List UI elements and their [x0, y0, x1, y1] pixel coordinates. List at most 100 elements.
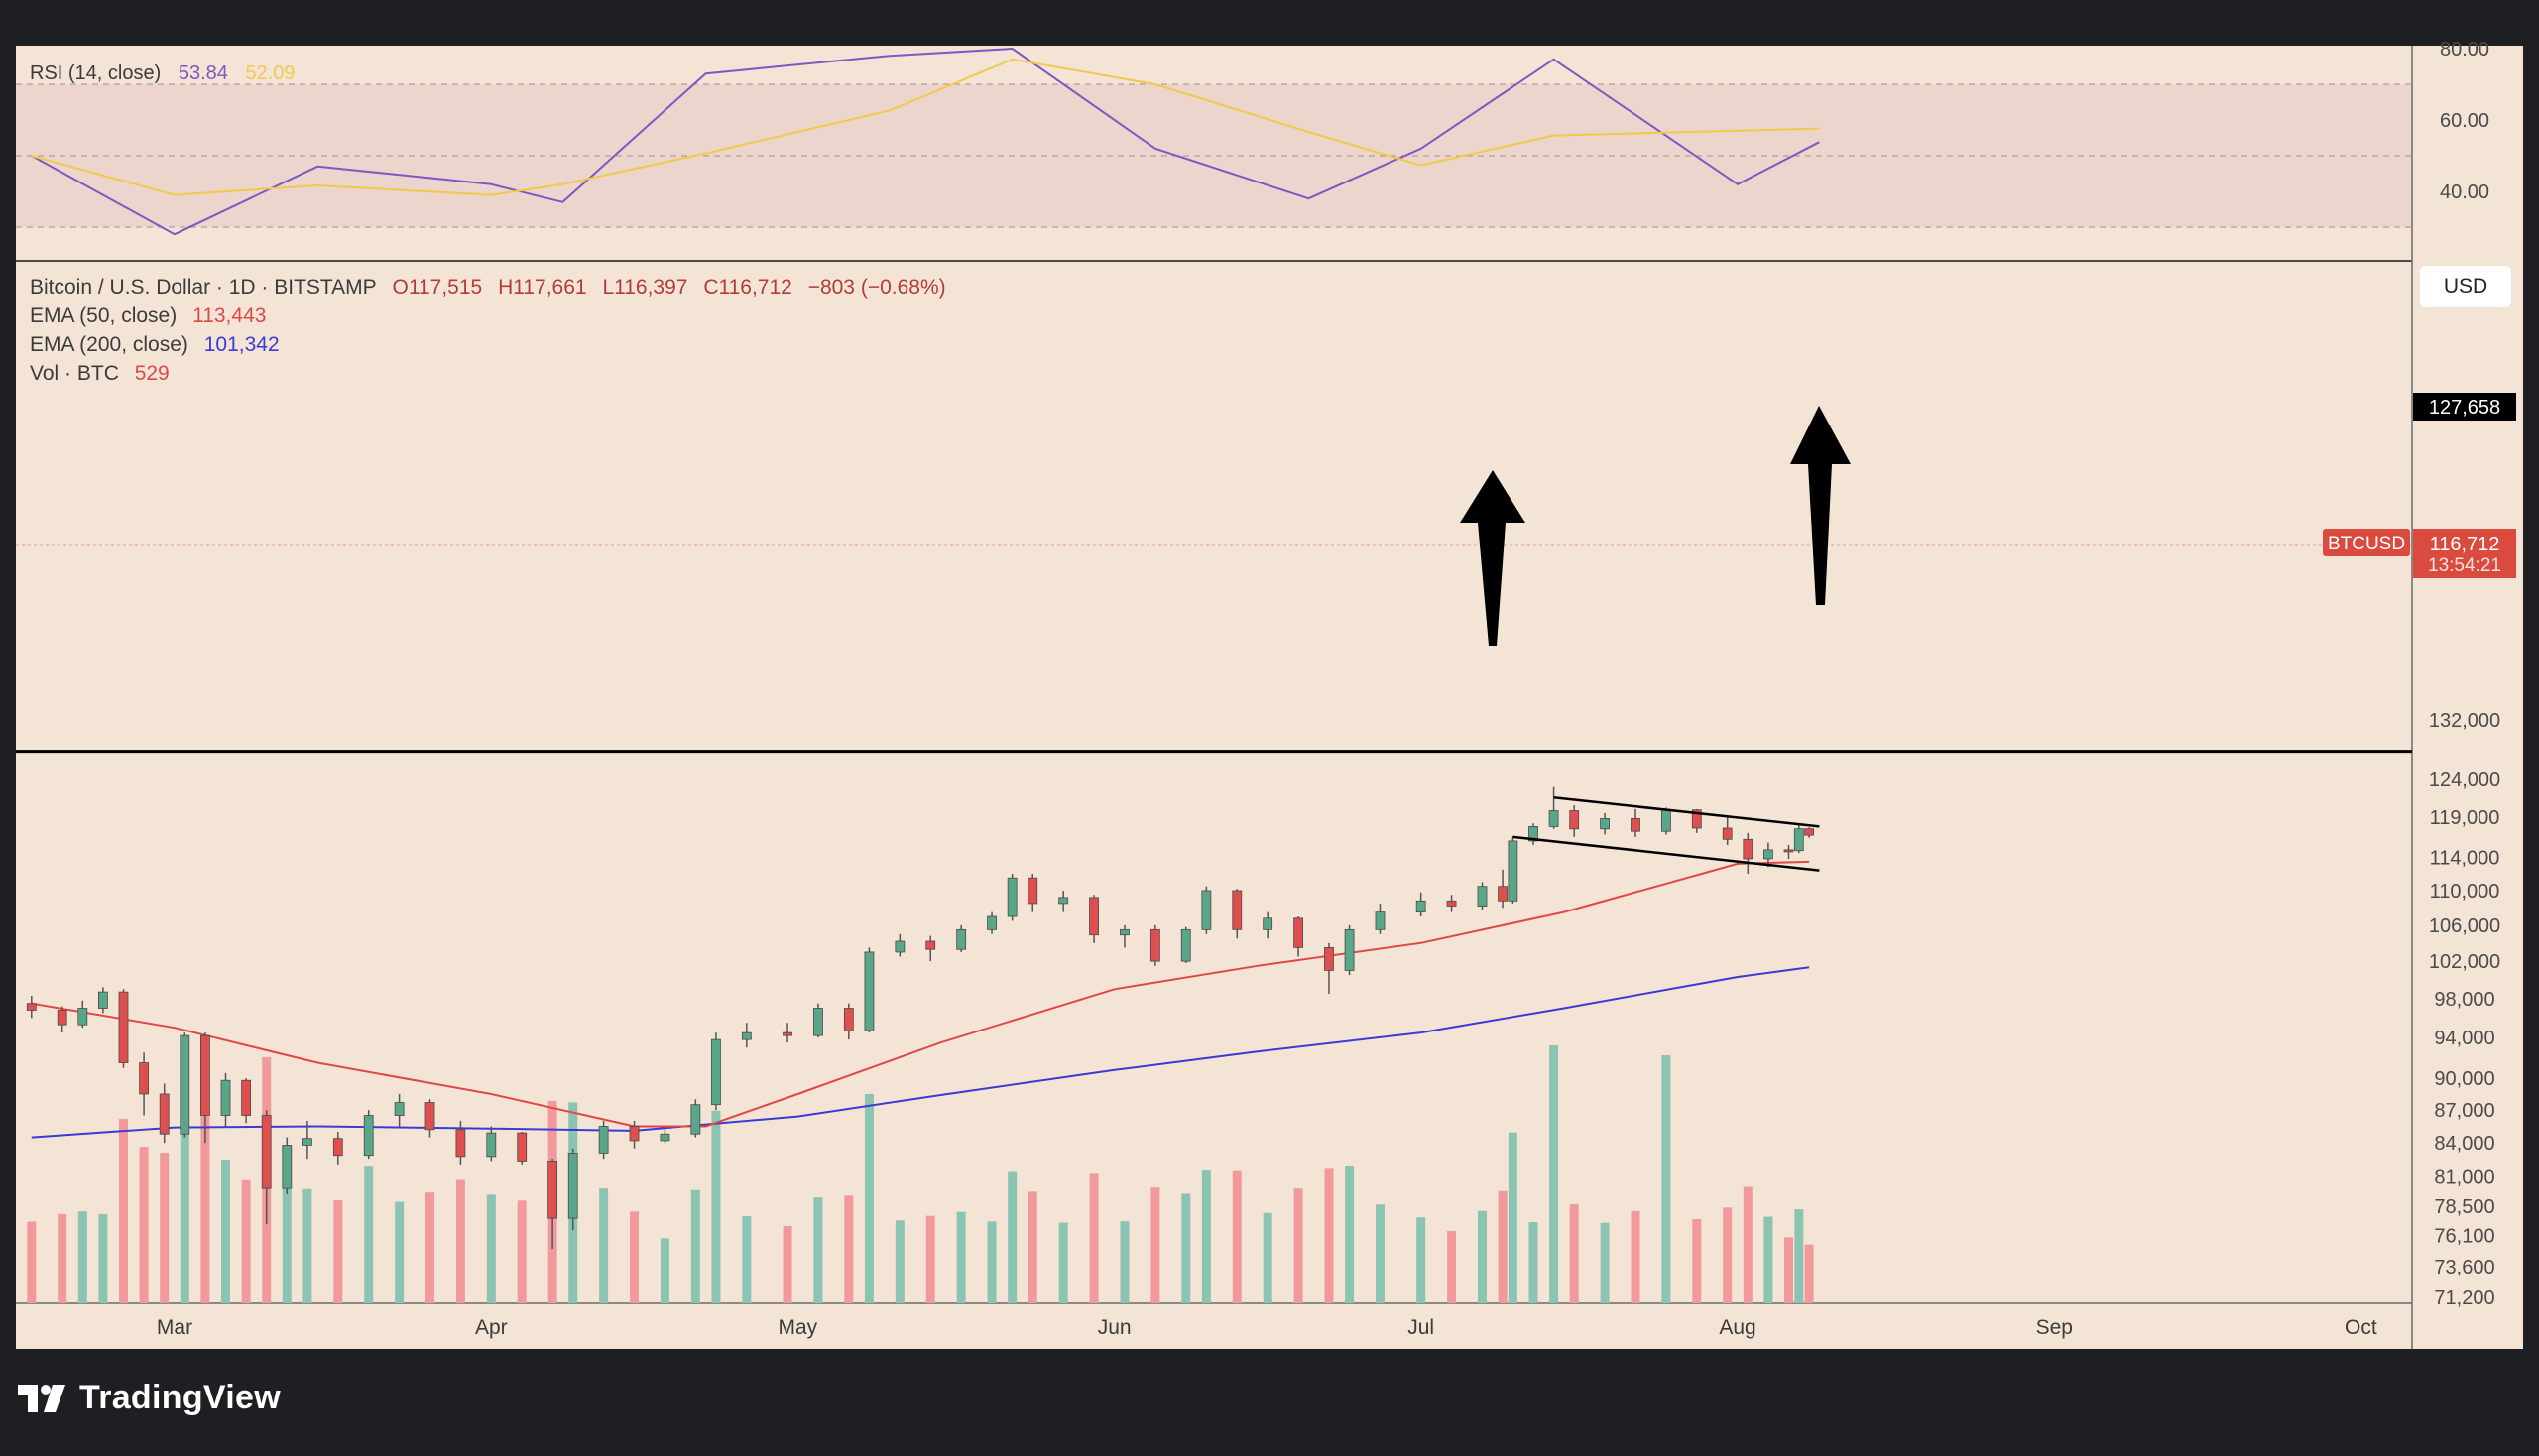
- candle-down: [261, 1115, 272, 1189]
- candle-down: [1569, 810, 1580, 830]
- volume-bar-down: [455, 1179, 465, 1303]
- volume-bar-down: [1498, 1190, 1508, 1303]
- candle-up: [282, 1145, 293, 1189]
- candle-down: [159, 1093, 170, 1135]
- volume-bar-up: [690, 1189, 700, 1303]
- time-axis-ticks: Mar Apr May Jun Jul Aug Sep Oct: [157, 1316, 2377, 1339]
- channel-lower-line[interactable]: [1512, 835, 1820, 872]
- volume-bar-down: [783, 1225, 792, 1303]
- ema50-legend[interactable]: EMA (50, close) 113,443: [30, 304, 276, 328]
- price-tick-label: 76,100: [2434, 1225, 2494, 1247]
- volume-bar-up: [864, 1093, 874, 1303]
- volume-bar-down: [1232, 1170, 1242, 1303]
- ema50-label: EMA (50, close): [30, 304, 178, 327]
- volume-bar-down: [241, 1179, 251, 1303]
- price-tick-label: 84,000: [2434, 1133, 2494, 1154]
- volume-bar-down: [160, 1153, 170, 1303]
- candle-up: [1528, 825, 1538, 842]
- volume-bar-up: [98, 1213, 108, 1303]
- chart-panel-bg: [16, 46, 2412, 1349]
- breakout-arrow-left[interactable]: [1460, 470, 1525, 646]
- volume-bar-down: [1743, 1186, 1753, 1303]
- symbol-title[interactable]: Bitcoin / U.S. Dollar · 1D · BITSTAMP: [30, 276, 377, 299]
- volume-bar-up: [660, 1238, 669, 1303]
- volume-bar-down: [1089, 1173, 1099, 1303]
- volume-bar-up: [1508, 1132, 1517, 1303]
- candle-up: [180, 1034, 190, 1135]
- candle-down: [783, 1031, 792, 1036]
- volume-legend[interactable]: Vol · BTC 529: [30, 362, 180, 386]
- candle-up: [394, 1102, 405, 1116]
- candle-up: [813, 1008, 823, 1036]
- volume-bar-up: [1120, 1221, 1130, 1303]
- ema50-value: 113,443: [192, 304, 267, 327]
- candle-down: [332, 1138, 343, 1157]
- tradingview-logo[interactable]: TradingView: [18, 1379, 281, 1417]
- volume-bar-up: [1794, 1209, 1804, 1303]
- candle-up: [1415, 900, 1426, 913]
- rsi-lines: [31, 48, 1820, 236]
- volume-bar-down: [844, 1195, 854, 1303]
- currency-button[interactable]: USD: [2420, 266, 2511, 307]
- rsi-ma-path: [31, 58, 1820, 196]
- ema200-legend[interactable]: EMA (200, close) 101,342: [30, 333, 290, 357]
- volume-bar-down: [517, 1200, 527, 1303]
- volume-bar-down: [1723, 1207, 1733, 1303]
- rsi-tick-label: 80.00: [2440, 39, 2489, 61]
- rsi-band: [16, 84, 2412, 227]
- candle-down: [1498, 886, 1508, 902]
- candle-down: [517, 1132, 528, 1162]
- volume-bar-up: [1263, 1212, 1272, 1303]
- symbol-tag: BTCUSD: [2328, 534, 2405, 554]
- candles: [26, 786, 1815, 1249]
- volume-bar-up: [895, 1220, 905, 1303]
- price-tick-label: 78,500: [2434, 1196, 2494, 1218]
- price-tick-label: 73,600: [2434, 1257, 2494, 1278]
- candle-down: [1722, 827, 1733, 840]
- hline-price-tag-bg: [2413, 393, 2516, 421]
- candle-down: [1783, 849, 1794, 853]
- channel-upper-line[interactable]: [1553, 795, 1820, 828]
- candle-up: [1180, 928, 1191, 962]
- candle-down: [1631, 818, 1640, 832]
- rsi-value: 53.84: [179, 62, 228, 84]
- rsi-axis-ticks: 80.00 60.00 40.00: [2440, 39, 2489, 203]
- candle-up: [690, 1104, 701, 1135]
- candle-up: [363, 1115, 374, 1157]
- price-tick-label: 102,000: [2429, 951, 2500, 973]
- ema50-line: [31, 860, 1810, 1128]
- volume-bar-up: [1008, 1171, 1018, 1303]
- volume-bar-down: [1447, 1230, 1457, 1303]
- volume-bar-up: [1375, 1204, 1385, 1303]
- candle-up: [1058, 897, 1069, 905]
- current-price-tag: 116,712: [2430, 534, 2500, 555]
- candle-up: [1793, 828, 1804, 852]
- volume-bar-down: [58, 1213, 67, 1303]
- volume-bar-up: [1600, 1222, 1610, 1303]
- rsi-legend: RSI (14, close) 53.84 52.09: [30, 62, 296, 84]
- ohlc-low: L116,397: [602, 276, 688, 299]
- volume-bar-up: [1763, 1216, 1773, 1303]
- volume-bar-up: [77, 1211, 87, 1303]
- candle-up: [711, 1038, 721, 1106]
- time-tick-label: May: [778, 1316, 817, 1339]
- tradingview-logo-icon: [18, 1384, 65, 1412]
- price-tick-label: 94,000: [2434, 1028, 2494, 1049]
- candle-down: [1743, 838, 1753, 860]
- volume-bar-down: [630, 1211, 640, 1303]
- candle-up: [1007, 877, 1018, 917]
- volume-bar-up: [364, 1166, 374, 1303]
- price-axis-bg[interactable]: [2412, 46, 2523, 1349]
- breakout-arrow-right[interactable]: [1790, 406, 1851, 605]
- ema200-label: EMA (200, close): [30, 333, 188, 356]
- volume-bar-up: [1201, 1170, 1211, 1303]
- ema200-value: 101,342: [203, 333, 280, 356]
- symbol-legend[interactable]: Bitcoin / U.S. Dollar · 1D · BITSTAMP O1…: [30, 276, 956, 300]
- descending-channel[interactable]: [1512, 795, 1820, 872]
- candle-up: [486, 1132, 497, 1158]
- volume-bars: [27, 1045, 1814, 1303]
- candle-down: [241, 1079, 252, 1116]
- ema200-line: [31, 966, 1810, 1139]
- candle-down: [200, 1034, 210, 1116]
